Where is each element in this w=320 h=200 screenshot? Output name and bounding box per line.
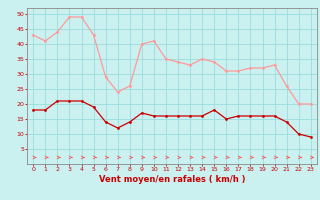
X-axis label: Vent moyen/en rafales ( km/h ): Vent moyen/en rafales ( km/h ) (99, 175, 245, 184)
